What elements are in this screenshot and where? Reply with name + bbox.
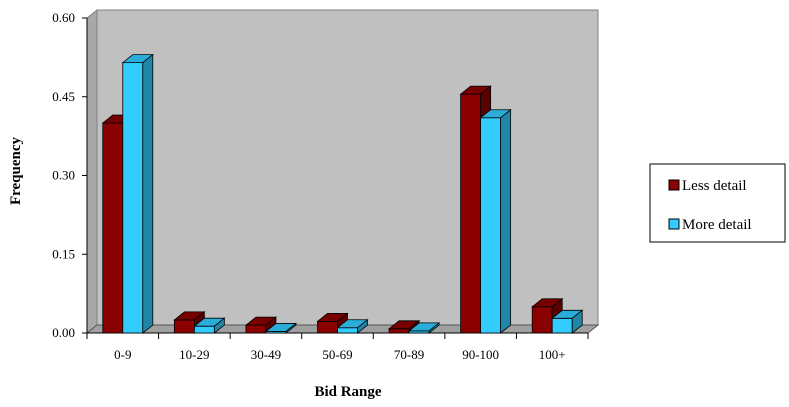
bar-side <box>500 108 512 334</box>
bar-front <box>480 117 502 334</box>
x-tick-label: 100+ <box>539 347 566 362</box>
legend: Less detail More detail <box>649 163 786 243</box>
legend-label-less-detail: Less detail <box>682 178 747 194</box>
x-tick-label: 0-9 <box>114 347 131 362</box>
x-tick-label: 90-100 <box>462 347 499 362</box>
bar-more-detail-90-100 <box>479 108 512 334</box>
legend-swatch-less-detail <box>668 179 680 191</box>
bar-side <box>213 317 225 334</box>
x-tick-label: 10-29 <box>179 347 209 362</box>
bar-front <box>531 306 553 334</box>
bar-front <box>245 324 267 334</box>
x-tick-label: 50-69 <box>322 347 352 362</box>
bar-side <box>357 318 368 334</box>
bar-front <box>122 62 144 334</box>
bar-side <box>285 322 297 334</box>
bar-front <box>551 317 573 334</box>
bar-front <box>102 122 124 334</box>
bar-front <box>173 319 195 334</box>
x-tick-label: 70-89 <box>394 347 424 362</box>
bar-side <box>428 322 440 334</box>
legend-label-more-detail: More detail <box>682 217 752 233</box>
legend-swatch-more-detail <box>668 218 680 230</box>
bar-side <box>142 53 154 334</box>
bar-front <box>317 321 338 334</box>
bar-more-detail-0-9 <box>121 53 154 334</box>
y-tick-label: 0.15 <box>52 246 75 261</box>
bar-series <box>101 53 584 334</box>
y-tick-label: 0.00 <box>52 325 75 340</box>
y-tick-label: 0.60 <box>52 10 75 25</box>
bar-more-detail-100+ <box>551 309 584 334</box>
y-axis-ticks: 0.00 0.15 0.30 0.45 0.60 <box>52 10 87 340</box>
y-axis-title: Frequency <box>8 136 24 205</box>
bar-front <box>193 325 215 334</box>
bar-less-detail-50-69 <box>316 312 349 334</box>
bar-more-detail-70-89 <box>407 322 441 334</box>
bar-more-detail-10-29 <box>193 317 226 334</box>
bar-front <box>388 328 410 334</box>
bar-more-detail-30-49 <box>264 322 298 334</box>
x-tick-label: 30-49 <box>251 347 281 362</box>
bar-front <box>460 93 482 334</box>
bar-more-detail-50-69 <box>336 318 369 334</box>
plot-side-wall <box>86 8 98 335</box>
plot-back-wall <box>96 9 599 326</box>
x-axis-title: Bid Range <box>314 384 381 400</box>
bar-front <box>337 327 358 334</box>
y-tick-label: 0.45 <box>52 89 75 104</box>
bar-less-detail-30-49 <box>244 316 278 334</box>
bar-side <box>571 309 583 334</box>
y-tick-label: 0.30 <box>52 168 75 183</box>
x-axis-ticks: 0-9 10-29 30-49 50-69 70-89 90-100 100+ <box>86 333 589 362</box>
